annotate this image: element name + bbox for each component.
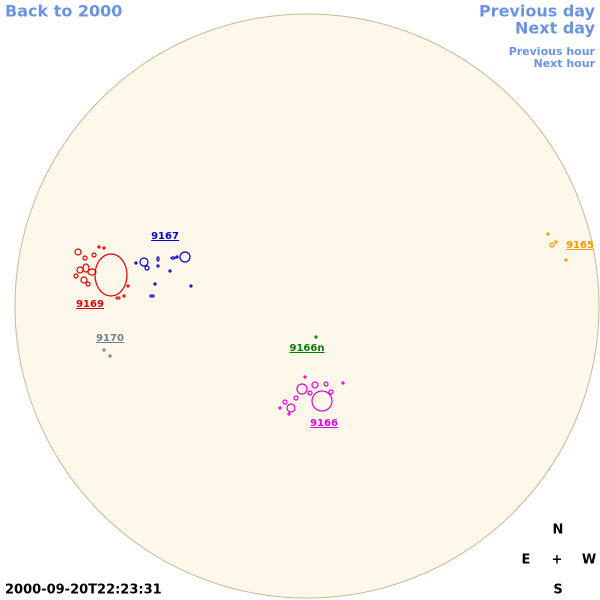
solar-disk bbox=[14, 13, 600, 599]
sunspot bbox=[282, 399, 288, 405]
compass-south: S bbox=[553, 583, 562, 598]
sunspot bbox=[80, 276, 88, 284]
timestamp: 2000-09-20T22:23:31 bbox=[5, 583, 162, 598]
sunspot bbox=[293, 395, 299, 401]
sunspot bbox=[323, 381, 329, 387]
sunspot bbox=[85, 281, 91, 287]
sunspot bbox=[144, 265, 150, 271]
sunspot bbox=[554, 240, 558, 244]
sunspot bbox=[82, 263, 90, 273]
region-label[interactable]: 9166n bbox=[290, 343, 325, 354]
sunspot bbox=[82, 255, 88, 261]
sunspot bbox=[156, 264, 160, 268]
sunspot bbox=[189, 284, 193, 288]
sunspot bbox=[311, 390, 333, 412]
back-link[interactable]: Back to 2000 bbox=[5, 2, 122, 21]
sunspot bbox=[168, 269, 172, 273]
previous-day-link[interactable]: Previous day bbox=[479, 2, 596, 21]
sunspot bbox=[97, 245, 101, 249]
sunspot bbox=[122, 294, 126, 298]
sunspot bbox=[549, 242, 555, 248]
sunspots bbox=[73, 232, 568, 416]
sunspot bbox=[286, 403, 296, 413]
sunspot bbox=[139, 257, 149, 267]
sunspot bbox=[115, 296, 121, 300]
sunspot bbox=[287, 412, 291, 416]
sunspot bbox=[156, 256, 160, 262]
compass-north: N bbox=[553, 523, 564, 538]
sunspot bbox=[87, 268, 97, 276]
region-label[interactable]: 9166 bbox=[310, 418, 338, 429]
compass-east: E bbox=[522, 553, 531, 568]
sunspot bbox=[303, 375, 307, 379]
sunspot bbox=[296, 383, 308, 395]
previous-hour-link[interactable]: Previous hour bbox=[509, 45, 596, 58]
sunspot bbox=[102, 246, 106, 250]
sunspot bbox=[73, 273, 79, 279]
sunspot bbox=[153, 282, 157, 286]
sunspot bbox=[149, 294, 155, 298]
next-hour-link[interactable]: Next hour bbox=[534, 57, 596, 70]
sunspot bbox=[94, 253, 128, 297]
sunspot bbox=[314, 335, 318, 339]
sunspot bbox=[341, 381, 345, 385]
sunspot bbox=[175, 255, 179, 259]
sunspot bbox=[126, 284, 130, 288]
sunspot bbox=[278, 406, 282, 410]
sunspot bbox=[91, 252, 97, 258]
sunspot bbox=[311, 381, 319, 389]
next-day-link[interactable]: Next day bbox=[515, 19, 596, 38]
sunspot bbox=[134, 261, 138, 265]
sunspot bbox=[108, 354, 112, 358]
region-label[interactable]: 9165 bbox=[566, 240, 594, 251]
region-label[interactable]: 9169 bbox=[76, 299, 104, 310]
compass-west: W bbox=[582, 553, 596, 568]
region-label[interactable]: 9170 bbox=[96, 333, 124, 344]
sunspot bbox=[74, 248, 82, 256]
sunspot bbox=[102, 348, 106, 352]
compass-center: + bbox=[552, 553, 563, 568]
sunspot bbox=[564, 258, 568, 262]
sunspot bbox=[546, 232, 550, 236]
sunspot bbox=[328, 389, 334, 395]
sunspot bbox=[170, 256, 176, 260]
sunspot bbox=[307, 390, 313, 396]
sunspot bbox=[179, 251, 191, 263]
region-label[interactable]: 9167 bbox=[151, 231, 179, 242]
